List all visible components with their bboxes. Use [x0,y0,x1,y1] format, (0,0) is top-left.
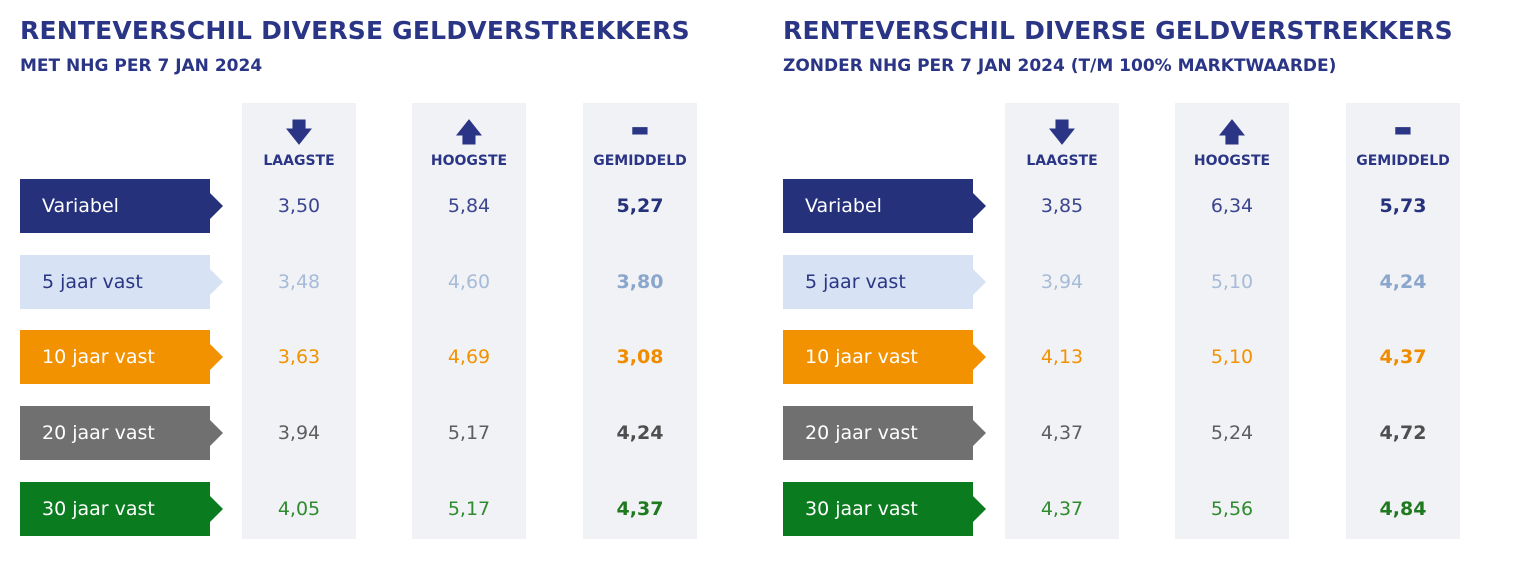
table-cell-value: 5,73 [1379,195,1427,217]
column-background [1005,103,1119,539]
table-cell-value: 5,10 [1210,271,1254,293]
table-cell-value: 3,50 [277,195,321,217]
table-title: RENTEVERSCHIL DIVERSE GELDVERSTREKKERS [20,16,690,45]
table-cell-value: 4,84 [1379,498,1427,520]
row-label: 20 jaar vast [783,406,986,460]
row-label: 20 jaar vast [20,406,223,460]
table-cell-value: 5,17 [447,422,491,444]
table-title: RENTEVERSCHIL DIVERSE GELDVERSTREKKERS [783,16,1453,45]
table-cell-value: 3,94 [277,422,321,444]
table-cell-value: 4,69 [447,346,491,368]
table-subtitle: MET NHG PER 7 JAN 2024 [20,56,263,76]
arrow-up-icon: 🡅 [1218,118,1246,148]
table-cell-value: 6,34 [1210,195,1254,217]
table-cell-value: 4,24 [616,422,664,444]
column-background [242,103,356,539]
arrow-down-icon: 🡇 [285,118,313,148]
table-subtitle: ZONDER NHG PER 7 JAN 2024 (T/M 100% MARK… [783,56,1337,76]
table-cell-value: 4,24 [1379,271,1427,293]
column-header: LAAGSTE [1026,153,1098,169]
table-cell-value: 4,05 [277,498,321,520]
table-cell-value: 4,13 [1040,346,1084,368]
table-cell-value: 4,37 [1040,498,1084,520]
table-cell-value: 3,85 [1040,195,1084,217]
table-cell-value: 3,80 [616,271,664,293]
column-background [412,103,526,539]
table-cell-value: 4,60 [447,271,491,293]
row-label: 5 jaar vast [20,255,223,309]
table-cell-value: 3,48 [277,271,321,293]
table-cell-value: 4,37 [616,498,664,520]
column-background [583,103,697,539]
column-background [1346,103,1460,539]
table-cell-value: 5,10 [1210,346,1254,368]
minus-icon: ▬ [1393,117,1413,141]
table-cell-value: 3,94 [1040,271,1084,293]
row-label: Variabel [20,179,223,233]
table-cell-value: 4,72 [1379,422,1427,444]
column-header: GEMIDDELD [593,153,687,169]
column-header: GEMIDDELD [1356,153,1450,169]
table-cell-value: 5,27 [616,195,664,217]
row-label: 30 jaar vast [20,482,223,536]
arrow-up-icon: 🡅 [455,118,483,148]
table-cell-value: 5,56 [1210,498,1254,520]
row-label: 10 jaar vast [20,330,223,384]
row-label: 10 jaar vast [783,330,986,384]
table-cell-value: 3,08 [616,346,664,368]
row-label: 5 jaar vast [783,255,986,309]
table-cell-value: 5,84 [447,195,491,217]
row-label: Variabel [783,179,986,233]
column-header: HOOGSTE [1193,153,1271,169]
table-cell-value: 5,24 [1210,422,1254,444]
table-cell-value: 4,37 [1379,346,1427,368]
table-cell-value: 3,63 [277,346,321,368]
arrow-down-icon: 🡇 [1048,118,1076,148]
table-panel-zonder-nhg: RENTEVERSCHIL DIVERSE GELDVERSTREKKERS ZO… [783,0,1514,570]
column-header: LAAGSTE [263,153,335,169]
table-cell-value: 4,37 [1040,422,1084,444]
minus-icon: ▬ [630,117,650,141]
table-cell-value: 5,17 [447,498,491,520]
column-header: HOOGSTE [430,153,508,169]
column-background [1175,103,1289,539]
row-label: 30 jaar vast [783,482,986,536]
table-panel-met-nhg: RENTEVERSCHIL DIVERSE GELDVERSTREKKERS ME… [20,0,760,570]
